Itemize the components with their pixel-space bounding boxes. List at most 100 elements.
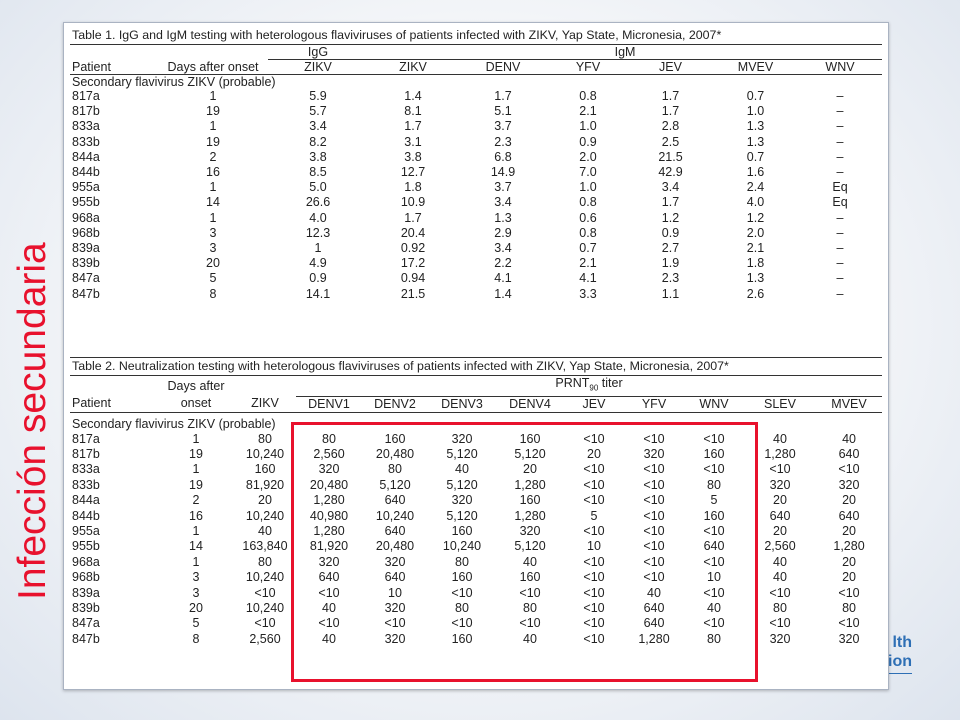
- table-row: 844a 2 20 1,280 640 320 160 <10 <10 5 20 20: [70, 493, 882, 508]
- table-cell: 320: [838, 631, 860, 646]
- table-cell: <10: [583, 631, 605, 646]
- table-cell: 640: [838, 446, 860, 461]
- table-cell: 5.1: [494, 104, 512, 119]
- table-row: 844b 16 8.5 12.7 14.9 7.0 42.9 1.6 –: [70, 165, 882, 180]
- table-row: 955a 1 40 1,280 640 160 320 <10 <10 <10 20 20: [70, 524, 882, 539]
- table-cell: 1.3: [746, 271, 765, 286]
- patient-id-cell: 839a: [72, 241, 100, 256]
- table-cell: 2.0: [579, 149, 597, 164]
- table-cell: 1,280: [514, 508, 546, 523]
- table-cell: 40,980: [309, 508, 349, 523]
- table-cell: 4.0: [746, 195, 765, 210]
- table-cell: 42.9: [658, 165, 683, 180]
- column-header: JEV: [564, 396, 624, 413]
- table-cell: <10: [583, 570, 605, 585]
- column-header: Patient: [70, 59, 158, 75]
- table-cell: 1.3: [746, 134, 765, 149]
- table-cell: 640: [643, 600, 665, 615]
- table-cell: <10: [519, 585, 541, 600]
- table-cell: 14.1: [305, 286, 331, 301]
- table-cell: 320: [384, 554, 406, 569]
- table-row: 844a 2 3.8 3.8 6.8 2.0 21.5 0.7 –: [70, 150, 882, 165]
- table-cell: 3.4: [661, 180, 680, 195]
- table-cell: 20: [189, 600, 203, 615]
- table-cell: 2.1: [579, 104, 597, 119]
- table-cell: <10: [838, 585, 860, 600]
- table-cell: 0.8: [579, 89, 597, 103]
- table-cell: 2,560: [249, 631, 281, 646]
- table-cell: <10: [643, 477, 665, 492]
- table-cell: 7.0: [579, 165, 597, 180]
- logo-fragment: lth ion: [888, 633, 912, 674]
- table-cell: 1,280: [764, 446, 796, 461]
- patient-id-cell: 844b: [72, 165, 100, 180]
- table-cell: –: [836, 89, 844, 103]
- patient-id-cell: 847a: [72, 616, 100, 631]
- column-header: DENV2: [362, 396, 428, 413]
- table-cell: 40: [455, 462, 469, 477]
- table-cell: 19: [206, 104, 220, 119]
- table-row: 955b 14 26.6 10.9 3.4 0.8 1.7 4.0 Eq: [70, 195, 882, 210]
- table-cell: 20: [206, 256, 220, 271]
- table-cell: 81,920: [309, 539, 349, 554]
- table-cell: 5: [209, 271, 217, 286]
- table-cell: 3: [192, 570, 200, 585]
- table-cell: 320: [838, 477, 860, 492]
- table-cell: 8: [209, 286, 217, 301]
- table-cell: 10: [707, 570, 721, 585]
- table-cell: <10: [583, 616, 605, 631]
- table-1-caption: Table 1. IgG and IgM testing with hetero…: [70, 27, 882, 45]
- table-cell: 640: [838, 508, 860, 523]
- column-header: onset: [158, 396, 234, 413]
- table-cell: 320: [519, 523, 541, 538]
- table-row: 847b 8 14.1 21.5 1.4 3.3 1.1 2.6 –: [70, 287, 882, 302]
- table-cell: 1.8: [404, 180, 422, 195]
- table-cell: 2,560: [764, 539, 796, 554]
- patient-id-cell: 839b: [72, 256, 100, 271]
- table-cell: 20,480: [375, 539, 415, 554]
- table-cell: 1.7: [661, 104, 680, 119]
- table-cell: 5,120: [446, 446, 478, 461]
- table-cell: –: [836, 286, 844, 301]
- table-cell: 3.7: [494, 180, 512, 195]
- table-cell: <10: [254, 616, 276, 631]
- table-cell: 3.4: [494, 195, 512, 210]
- table-cell: 320: [384, 631, 406, 646]
- table-cell: –: [836, 256, 844, 271]
- table-cell: <10: [703, 616, 725, 631]
- patient-id-cell: 847b: [72, 631, 100, 646]
- patient-id-cell: 968a: [72, 554, 100, 569]
- patient-id-cell: 833a: [72, 119, 100, 134]
- table-cell: 21.5: [400, 286, 426, 301]
- table-cell: 20,480: [375, 446, 415, 461]
- table-2-header-row: Patient onset ZIKV DENV1 DENV2 DENV3 DEN…: [70, 396, 883, 413]
- table-cell: 1,280: [313, 523, 345, 538]
- table-cell: <10: [838, 462, 860, 477]
- table-cell: <10: [451, 585, 473, 600]
- column-header: SLEV: [744, 396, 816, 413]
- table-row: 833a 1 3.4 1.7 3.7 1.0 2.8 1.3 –: [70, 119, 882, 134]
- table-cell: 1: [192, 431, 200, 446]
- table-cell: 40: [773, 554, 787, 569]
- table-cell: 10,240: [245, 508, 285, 523]
- patient-id-cell: 955a: [72, 180, 100, 195]
- table-cell: 80: [842, 600, 856, 615]
- table-cell: 17.2: [400, 256, 426, 271]
- table-cell: 0.9: [309, 271, 327, 286]
- table-cell: 1.7: [494, 89, 512, 103]
- table-cell: <10: [643, 539, 665, 554]
- table-cell: 320: [769, 477, 791, 492]
- patient-id-cell: 968a: [72, 210, 100, 225]
- table-row: 847b 8 2,560 40 320 160 40 <10 1,280 80 320 320: [70, 632, 882, 647]
- table-cell: 16: [206, 165, 220, 180]
- table-cell: 40: [647, 585, 661, 600]
- table-cell: <10: [769, 616, 791, 631]
- table-2-grid: Days after PRNT90 titer Patient onset ZI…: [70, 376, 883, 647]
- patient-id-cell: 817a: [72, 431, 100, 446]
- table-cell: 12.3: [305, 225, 331, 240]
- table-cell: 80: [707, 477, 721, 492]
- table-cell: 320: [451, 493, 473, 508]
- table-cell: 1.4: [494, 286, 512, 301]
- table-cell: 0.7: [746, 89, 765, 103]
- tables-image: Table 1. IgG and IgM testing with hetero…: [63, 22, 889, 690]
